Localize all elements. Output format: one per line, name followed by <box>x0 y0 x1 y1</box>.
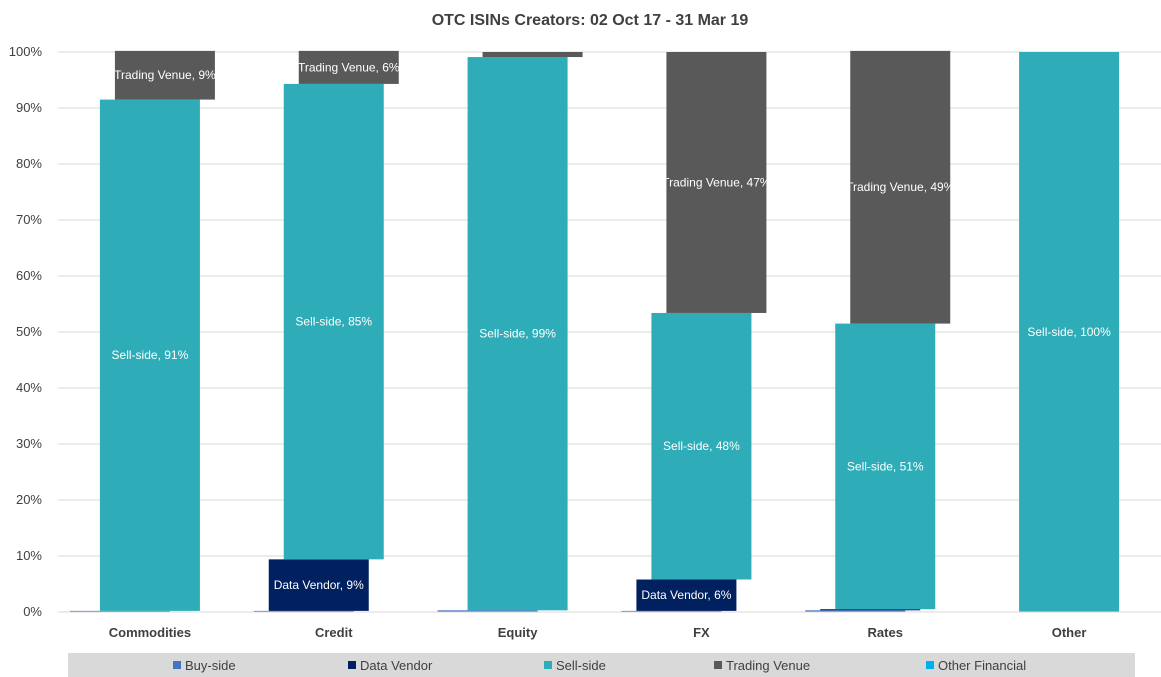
bar-segment-trading-venue-rates <box>850 50 951 324</box>
bars <box>69 50 1120 612</box>
x-category-label: Equity <box>498 625 538 640</box>
x-category-label: Rates <box>868 625 903 640</box>
x-category-label: Other <box>1052 625 1087 640</box>
data-label: Sell-side, 85% <box>295 315 372 329</box>
bar-segment-buy-side-rates <box>805 610 906 612</box>
bar-segment-buy-side-equity <box>437 610 538 612</box>
y-tick-label: 80% <box>16 156 42 171</box>
x-axis: Commodities Credit Equity FX Rates Other <box>58 611 1161 640</box>
legend: Buy-side Data Vendor Sell-side Trading Venu… <box>68 653 1135 677</box>
x-category-label: Credit <box>315 625 353 640</box>
y-tick-label: 50% <box>16 324 42 339</box>
bar-segment-data-vendor-credit <box>268 559 369 611</box>
gridlines <box>58 51 1161 557</box>
bar-segment-trading-venue-fx <box>666 52 767 313</box>
bar-segment-buy-side-credit <box>253 610 354 612</box>
legend-swatch <box>926 661 934 669</box>
chart-title: OTC ISINs Creators: 02 Oct 17 - 31 Mar 1… <box>432 12 749 29</box>
legend-label: Buy-side <box>185 658 236 673</box>
legend-label: Data Vendor <box>360 658 433 673</box>
bar-segment-sell-side-rates <box>835 323 936 610</box>
legend-swatch <box>544 661 552 669</box>
y-axis: 0% 10% 20% 30% 40% 50% 60% 70% 80% 90% 100% <box>9 44 43 619</box>
bar-segment-buy-side-commodities <box>69 610 170 612</box>
y-tick-label: 70% <box>16 212 42 227</box>
legend-background <box>68 653 1135 677</box>
legend-swatch <box>714 661 722 669</box>
x-category-label: FX <box>693 625 710 640</box>
bar-segment-trading-venue-credit <box>298 50 399 84</box>
data-label: Data Vendor, 6% <box>641 588 731 602</box>
legend-label: Sell-side <box>556 658 606 673</box>
data-label: Trading Venue, 49% <box>846 180 955 194</box>
bar-segment-sell-side-other <box>1019 52 1120 612</box>
y-tick-label: 100% <box>9 44 43 59</box>
y-tick-label: 10% <box>16 548 42 563</box>
data-label: Sell-side, 91% <box>112 348 189 362</box>
bar-segment-buy-side-fx <box>621 610 722 612</box>
data-label: Sell-side, 99% <box>479 327 556 341</box>
data-label: Trading Venue, 47% <box>662 175 771 189</box>
bar-segment-trading-venue-equity <box>482 52 583 58</box>
bar-segment-data-vendor-rates <box>820 609 921 611</box>
data-labels: Sell-side, 91% Trading Venue, 9% Data Vend… <box>112 60 1112 602</box>
data-label: Trading Venue, 6% <box>298 60 400 74</box>
legend-label: Trading Venue <box>726 658 810 673</box>
bar-segment-data-vendor-fx <box>636 579 737 611</box>
data-label: Data Vendor, 9% <box>274 578 364 592</box>
y-tick-label: 60% <box>16 268 42 283</box>
bar-segment-sell-side-commodities <box>99 99 200 611</box>
legend-swatch <box>348 661 356 669</box>
x-category-label: Commodities <box>109 625 191 640</box>
data-label: Sell-side, 48% <box>663 439 740 453</box>
legend-label: Other Financial <box>938 658 1026 673</box>
y-tick-label: 40% <box>16 380 42 395</box>
legend-swatch <box>173 661 181 669</box>
data-label: Sell-side, 100% <box>1027 325 1111 339</box>
bar-segment-sell-side-credit <box>283 83 384 560</box>
y-tick-label: 90% <box>16 100 42 115</box>
bar-segment-sell-side-fx <box>651 312 752 580</box>
bar-segment-trading-venue-commodities <box>114 50 215 100</box>
y-tick-label: 0% <box>23 604 42 619</box>
data-label: Sell-side, 51% <box>847 459 924 473</box>
data-label: Trading Venue, 9% <box>114 68 216 82</box>
y-tick-label: 30% <box>16 436 42 451</box>
y-tick-label: 20% <box>16 492 42 507</box>
bar-segment-sell-side-equity <box>467 57 568 611</box>
